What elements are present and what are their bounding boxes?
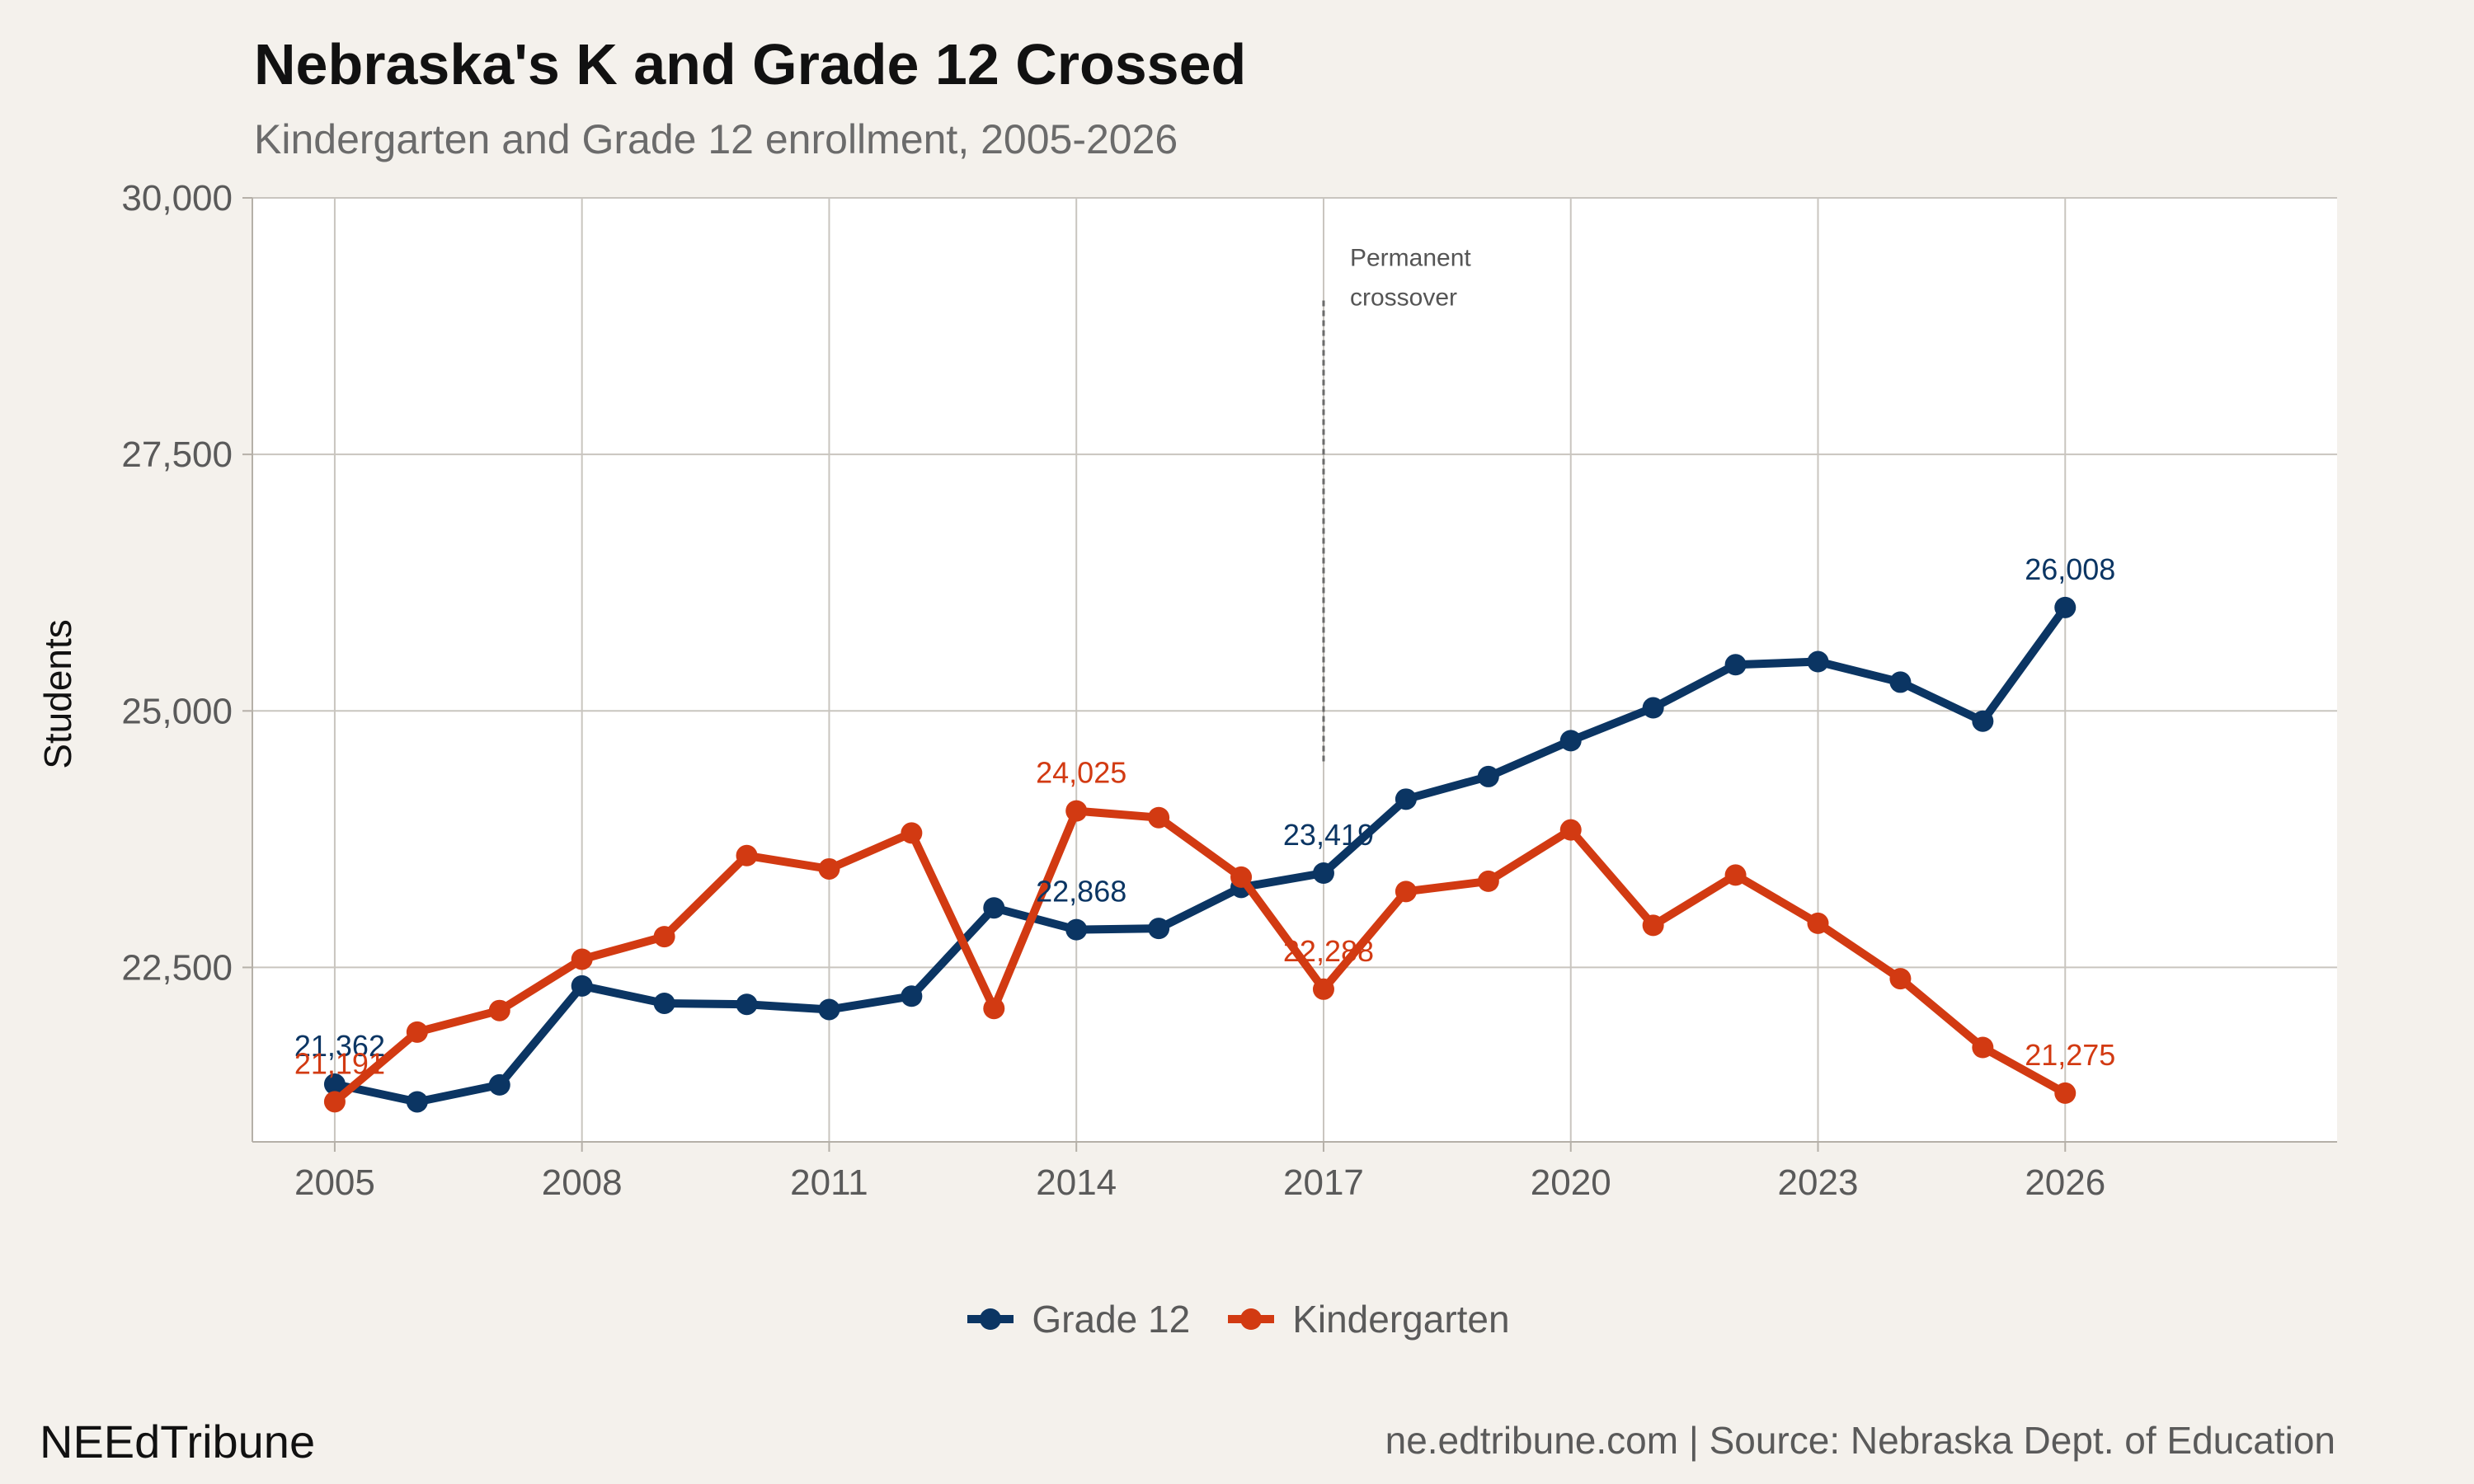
legend-item: Grade 12 bbox=[964, 1297, 1190, 1341]
data-point bbox=[1889, 671, 1912, 693]
data-point bbox=[1889, 968, 1912, 990]
data-label: 23,419 bbox=[1283, 818, 1374, 852]
data-point bbox=[1807, 650, 1829, 673]
data-point bbox=[571, 948, 593, 970]
data-point bbox=[1642, 914, 1664, 937]
legend-key bbox=[967, 1308, 1014, 1330]
x-tick-label: 2011 bbox=[790, 1162, 868, 1203]
data-point bbox=[571, 974, 593, 997]
legend-key bbox=[1228, 1308, 1275, 1330]
y-tick-label: 22,500 bbox=[121, 947, 233, 988]
y-tick-label: 30,000 bbox=[121, 178, 233, 218]
x-tick-label: 2017 bbox=[1283, 1162, 1364, 1203]
data-point bbox=[1065, 800, 1088, 822]
annotation-text: crossover bbox=[1350, 284, 1457, 311]
legend-item: Kindergarten bbox=[1225, 1297, 1510, 1341]
y-tick-label: 27,500 bbox=[121, 434, 233, 475]
x-tick-label: 2020 bbox=[1531, 1162, 1611, 1203]
data-point bbox=[323, 1073, 346, 1096]
data-point bbox=[1312, 862, 1334, 885]
legend-key-point bbox=[980, 1308, 1002, 1330]
data-point bbox=[983, 998, 1005, 1020]
data-point bbox=[1559, 730, 1582, 752]
data-point bbox=[1395, 788, 1417, 810]
data-point bbox=[406, 1021, 428, 1043]
data-point bbox=[1972, 1036, 1994, 1059]
axes: 2005 2008 2011 2014 2017 2020 2023 2026 22,500 25… bbox=[121, 178, 2337, 1203]
data-label: 22,868 bbox=[1036, 875, 1126, 909]
legend-label: Grade 12 bbox=[1032, 1298, 1191, 1341]
data-point bbox=[323, 1091, 346, 1113]
brand-name: NEEdTribune bbox=[40, 1416, 316, 1468]
x-tick-label: 2005 bbox=[294, 1162, 375, 1203]
chart-title: Nebraska's K and Grade 12 Crossed bbox=[254, 32, 1247, 96]
data-point bbox=[1642, 697, 1664, 719]
data-point bbox=[653, 926, 675, 948]
data-point bbox=[653, 992, 675, 1014]
plot-panel bbox=[252, 198, 2337, 1142]
data-point bbox=[488, 1073, 510, 1096]
data-label: 26,008 bbox=[2025, 552, 2115, 586]
x-tick-label: 2026 bbox=[2025, 1162, 2105, 1203]
data-label: 21,275 bbox=[2025, 1038, 2115, 1072]
data-point bbox=[901, 822, 923, 844]
data-point bbox=[488, 999, 510, 1021]
data-point bbox=[1807, 912, 1829, 934]
series-lines bbox=[323, 596, 2077, 1113]
data-point bbox=[1312, 978, 1334, 1000]
data-point bbox=[818, 998, 840, 1021]
data-point bbox=[1230, 866, 1253, 888]
data-point bbox=[2054, 596, 2077, 618]
x-tick-label: 2023 bbox=[1778, 1162, 1859, 1203]
chart-legend: Grade 12 Kindergarten bbox=[0, 1286, 2474, 1352]
x-tick-label: 2008 bbox=[542, 1162, 623, 1203]
data-point bbox=[1477, 870, 1499, 892]
x-tick-label: 2014 bbox=[1036, 1162, 1117, 1203]
legend-key-point bbox=[1240, 1308, 1263, 1330]
series-line bbox=[330, 603, 2070, 1106]
data-point bbox=[818, 857, 840, 880]
data-point bbox=[1395, 881, 1417, 903]
data-point bbox=[1477, 765, 1499, 787]
data-label: 21,191 bbox=[294, 1046, 385, 1080]
chart-subtitle: Kindergarten and Grade 12 enrollment, 20… bbox=[254, 116, 1178, 162]
data-point bbox=[1559, 819, 1582, 841]
data-point bbox=[736, 844, 758, 866]
data-label: 24,025 bbox=[1036, 756, 1126, 790]
series-line bbox=[330, 806, 2070, 1106]
data-point bbox=[1724, 654, 1747, 676]
data-point bbox=[1148, 918, 1170, 940]
data-point bbox=[736, 993, 758, 1016]
data-point bbox=[1065, 918, 1088, 941]
y-axis-label: Students bbox=[36, 619, 79, 769]
data-point bbox=[406, 1091, 428, 1113]
data-label: 22,288 bbox=[1283, 934, 1374, 968]
data-point bbox=[901, 985, 923, 1007]
legend-label: Kindergarten bbox=[1292, 1298, 1510, 1341]
y-tick-label: 25,000 bbox=[121, 691, 233, 731]
data-point bbox=[1724, 864, 1747, 886]
source-credit: ne.edtribune.com | Source: Nebraska Dept… bbox=[1385, 1419, 2335, 1462]
data-label: 21,362 bbox=[294, 1029, 385, 1063]
data-point bbox=[1972, 710, 1994, 732]
crossover-annotation: Permanent crossover bbox=[1322, 244, 1471, 763]
data-point bbox=[983, 897, 1005, 919]
data-point bbox=[2054, 1082, 2077, 1104]
annotation-text: Permanent bbox=[1350, 244, 1471, 271]
data-point bbox=[1148, 806, 1170, 829]
